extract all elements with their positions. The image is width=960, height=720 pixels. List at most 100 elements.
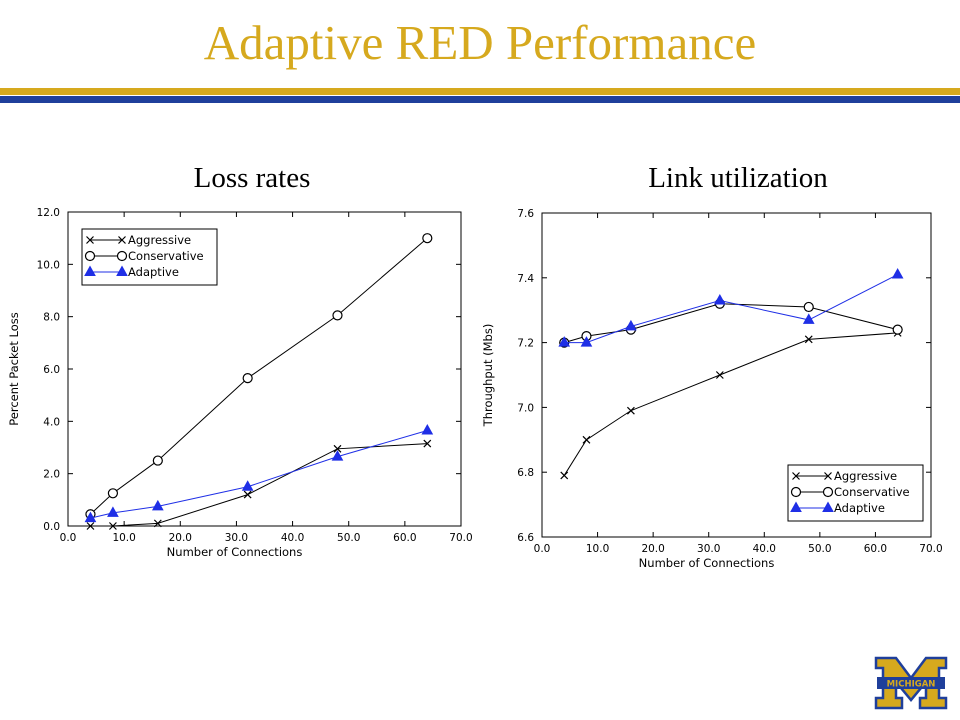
data-point-conservative xyxy=(422,233,433,244)
y-tick-label: 12.0 xyxy=(37,207,60,219)
legend-label-aggressive: Aggressive xyxy=(128,233,191,247)
data-point-aggressive xyxy=(715,371,724,379)
x-tick-label: 50.0 xyxy=(337,532,360,544)
data-point-adaptive xyxy=(580,336,593,347)
michigan-block-m-icon: MICHIGAN xyxy=(874,656,948,710)
data-point-adaptive xyxy=(891,268,904,279)
series-aggressive xyxy=(560,328,902,480)
x-tick-label: 70.0 xyxy=(449,532,472,544)
y-tick-label: 0.0 xyxy=(43,521,60,533)
data-point-adaptive xyxy=(625,319,637,331)
legend-marker-adaptive xyxy=(84,265,96,276)
title-rule-gold xyxy=(0,88,960,95)
title-rule-blue xyxy=(0,96,960,103)
legend-label-aggressive: Aggressive xyxy=(834,469,897,483)
legend-label-conservative: Conservative xyxy=(834,485,910,499)
data-point-aggressive xyxy=(108,522,117,530)
legend-box xyxy=(81,228,218,286)
data-point-conservative xyxy=(803,301,814,313)
data-point-adaptive xyxy=(421,423,434,435)
series-adaptive xyxy=(558,268,904,347)
legend-label-adaptive: Adaptive xyxy=(834,501,885,515)
legend-marker-conservative xyxy=(822,486,834,498)
x-tick-label: 20.0 xyxy=(641,543,664,555)
data-point-adaptive xyxy=(84,511,97,523)
data-point-conservative xyxy=(242,373,253,384)
data-point-adaptive xyxy=(107,506,119,517)
legend-marker-adaptive xyxy=(790,501,802,512)
data-point-conservative xyxy=(107,488,119,499)
y-tick-label: 8.0 xyxy=(43,312,60,324)
link-utilization-chart: 0.0 10.0 20.0 30.0 40.0 50.0 60.0 70.0 6.6 6.8 7.0… xyxy=(481,208,943,570)
y-tick-label: 4.0 xyxy=(43,416,60,428)
logo-wordmark: MICHIGAN xyxy=(887,680,936,690)
loss-rates-heading: Loss rates xyxy=(193,162,311,194)
loss-rates-chart: 0.0 10.0 20.0 30.0 40.0 50.0 60.0 70.0 0.0 2.0 4.0… xyxy=(7,207,473,559)
series-conservative xyxy=(559,298,903,348)
legend-box xyxy=(787,464,924,522)
y-tick-label: 7.2 xyxy=(517,338,534,350)
data-point-conservative xyxy=(332,310,343,321)
y-tick-label: 6.0 xyxy=(43,364,60,376)
x-tick-label: 60.0 xyxy=(864,543,887,555)
legend-marker-adaptive xyxy=(116,265,128,276)
y-tick-label: 6.6 xyxy=(517,532,534,544)
y-tick-label: 7.4 xyxy=(517,273,534,285)
legend-marker-conservative xyxy=(790,486,802,498)
series-aggressive xyxy=(86,439,432,530)
legend-marker-aggressive xyxy=(118,236,126,244)
series-line-aggressive xyxy=(563,332,898,476)
series-line-adaptive xyxy=(564,274,898,344)
series-conservative xyxy=(85,233,433,520)
data-point-aggressive xyxy=(582,435,591,444)
legend-marker-aggressive xyxy=(792,472,800,480)
data-point-adaptive xyxy=(151,499,164,511)
x-tick-label: 0.0 xyxy=(534,543,551,555)
series-line-conservative xyxy=(90,237,428,515)
legend-label-conservative: Conservative xyxy=(128,249,204,263)
legend-label-adaptive: Adaptive xyxy=(128,265,179,279)
y-axis-label: Percent Packet Loss xyxy=(7,312,21,425)
data-point-adaptive xyxy=(331,450,344,461)
legend-marker-conservative xyxy=(116,250,128,262)
y-tick-label: 7.6 xyxy=(517,208,534,220)
legend-marker-conservative xyxy=(84,250,96,262)
data-point-aggressive xyxy=(560,471,569,480)
data-point-conservative xyxy=(152,455,163,466)
x-tick-label: 30.0 xyxy=(697,543,720,555)
y-tick-label: 2.0 xyxy=(43,469,60,481)
x-tick-label: 40.0 xyxy=(281,532,304,544)
legend-marker-aggressive xyxy=(86,236,94,244)
legend: Aggressive Conservative Adaptive xyxy=(787,464,924,522)
series-line-aggressive xyxy=(90,443,428,527)
x-tick-label: 40.0 xyxy=(753,543,776,555)
data-point-adaptive xyxy=(241,480,254,491)
data-point-aggressive xyxy=(423,439,432,448)
x-tick-label: 20.0 xyxy=(169,532,192,544)
x-tick-label: 70.0 xyxy=(919,543,942,555)
data-point-conservative xyxy=(892,324,903,335)
data-point-aggressive xyxy=(153,519,162,528)
data-point-aggressive xyxy=(243,490,252,499)
slide-title: Adaptive RED Performance xyxy=(203,15,757,70)
y-axis-label: Throughput (Mbs) xyxy=(481,324,495,428)
link-utilization-heading: Link utilization xyxy=(648,162,828,194)
x-tick-label: 0.0 xyxy=(60,532,77,544)
data-point-aggressive xyxy=(804,335,813,344)
data-point-aggressive xyxy=(333,444,342,453)
data-point-aggressive xyxy=(86,522,95,530)
data-point-aggressive xyxy=(626,406,635,415)
x-axis-label: Number of Connections xyxy=(167,545,303,559)
legend-marker-adaptive xyxy=(822,501,834,512)
series-adaptive xyxy=(84,423,434,523)
data-point-adaptive xyxy=(713,293,726,305)
series-line-adaptive xyxy=(90,430,428,519)
y-tick-label: 7.0 xyxy=(517,402,534,414)
x-tick-label: 10.0 xyxy=(586,543,609,555)
y-tick-label: 10.0 xyxy=(37,259,60,271)
x-tick-label: 30.0 xyxy=(225,532,248,544)
plot-frame xyxy=(541,212,932,538)
data-point-adaptive xyxy=(558,336,571,347)
y-tick-label: 6.8 xyxy=(517,467,534,479)
x-tick-label: 10.0 xyxy=(112,532,135,544)
